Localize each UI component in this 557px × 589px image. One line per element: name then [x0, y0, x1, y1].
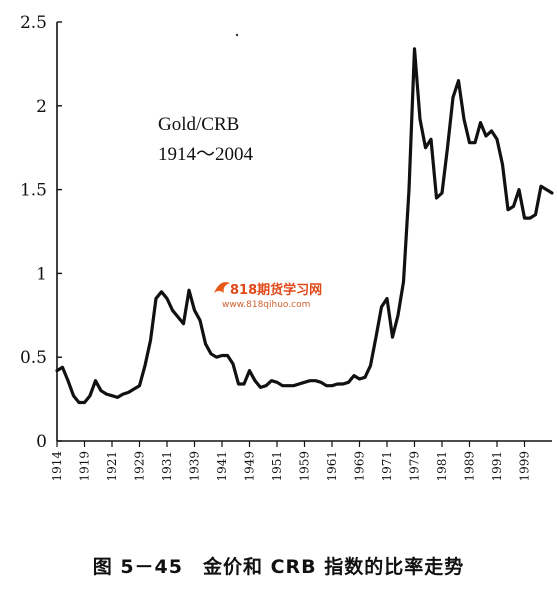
y-tick-label: 0.5: [20, 348, 47, 368]
series-line: [55, 47, 554, 405]
x-tick-label: 1921: [105, 451, 119, 482]
annotation-line1: Gold/CRB: [158, 114, 239, 135]
watermark-main: 818期货学习网: [230, 282, 322, 298]
x-tick-label: 1914: [50, 451, 64, 482]
chart: 0 0.5 1 1.5 2 2.5 1914 1919 1921 1929 1931 1939 194…: [20, 13, 554, 482]
series-lines: [55, 47, 554, 405]
y-tick-label: 0: [36, 432, 47, 452]
watermark: 818期货学习网 www.818qihuo.com: [214, 282, 322, 310]
x-ticks: 1914 1919 1921 1929 1931 1939 1941 1949 1951 1959…: [50, 441, 532, 482]
y-tick-label: 2.5: [20, 13, 47, 33]
figure-caption: 图 5－45 金价和 CRB 指数的比率走势: [92, 556, 465, 578]
flame-icon: [214, 282, 230, 293]
y-tick-label: 1: [36, 264, 47, 284]
x-tick-label: 1961: [325, 451, 339, 482]
x-tick-label: 1951: [270, 451, 284, 482]
stray-dot: [235, 33, 239, 37]
x-tick-label: 1981: [435, 451, 449, 482]
x-tick-label: 1971: [380, 451, 394, 482]
x-tick-label: 1939: [188, 451, 202, 482]
x-tick-label: 1991: [490, 451, 504, 482]
y-tick-label: 2: [36, 97, 47, 117]
chart-annotation: Gold/CRB 1914～2004: [158, 114, 254, 165]
watermark-sub: www.818qihuo.com: [222, 300, 310, 310]
y-tick-label: 1.5: [20, 181, 47, 201]
y-ticks: 0 0.5 1 1.5 2 2.5: [20, 13, 62, 452]
x-tick-label: 1919: [78, 451, 92, 482]
x-tick-label: 1929: [133, 451, 147, 482]
x-tick-label: 1999: [518, 451, 532, 482]
x-tick-label: 1949: [243, 451, 257, 482]
x-tick-label: 1941: [215, 451, 229, 482]
x-tick-label: 1969: [353, 451, 367, 482]
x-tick-label: 1989: [463, 451, 477, 482]
annotation-line2: 1914～2004: [158, 144, 254, 165]
x-tick-label: 1931: [160, 451, 174, 482]
x-tick-label: 1979: [408, 451, 422, 482]
x-tick-label: 1959: [298, 451, 312, 482]
axes: [56, 22, 552, 442]
